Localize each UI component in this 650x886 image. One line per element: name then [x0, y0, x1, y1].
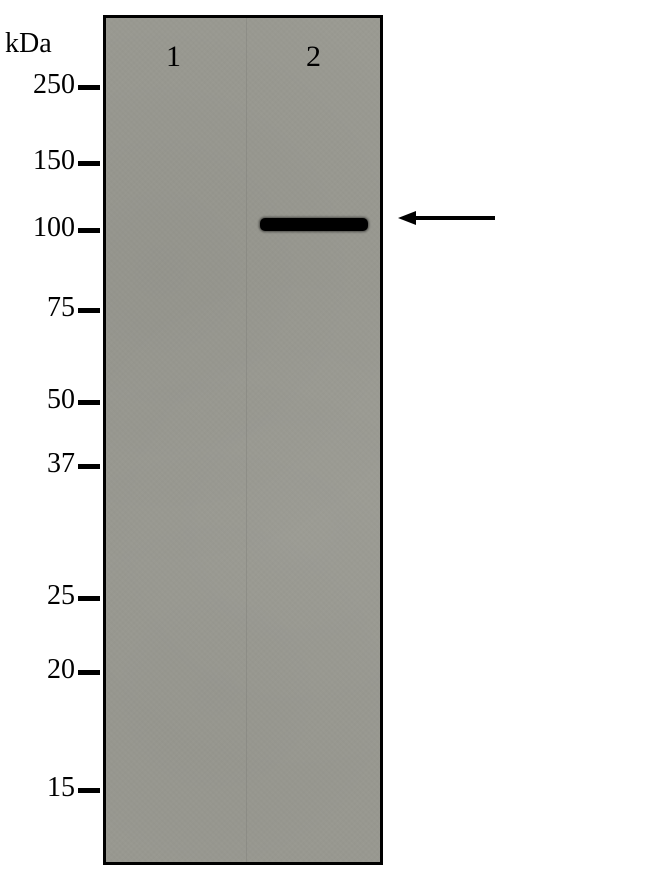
lane-divider — [246, 18, 247, 862]
tick-label-100: 100 — [0, 212, 75, 244]
arrow-head-icon — [398, 211, 416, 225]
tick-mark-20 — [78, 670, 100, 675]
western-blot-membrane: 1 2 — [103, 15, 383, 865]
tick-mark-75 — [78, 308, 100, 313]
tick-label-75: 75 — [0, 292, 75, 324]
membrane-background — [106, 18, 380, 862]
axis-unit-label: kDa — [5, 28, 52, 60]
tick-label-15: 15 — [0, 772, 75, 804]
tick-mark-100 — [78, 228, 100, 233]
tick-label-250: 250 — [0, 69, 75, 101]
tick-label-25: 25 — [0, 580, 75, 612]
arrow-shaft — [414, 216, 495, 220]
tick-mark-250 — [78, 85, 100, 90]
figure-container: kDa 250 150 100 75 50 37 25 20 15 1 2 — [0, 0, 650, 886]
tick-mark-37 — [78, 464, 100, 469]
tick-label-50: 50 — [0, 384, 75, 416]
tick-mark-50 — [78, 400, 100, 405]
tick-label-37: 37 — [0, 448, 75, 480]
tick-mark-15 — [78, 788, 100, 793]
tick-label-20: 20 — [0, 654, 75, 686]
tick-label-150: 150 — [0, 145, 75, 177]
tick-mark-150 — [78, 161, 100, 166]
lane-1-label: 1 — [166, 40, 181, 74]
tick-mark-25 — [78, 596, 100, 601]
lane-2-label: 2 — [306, 40, 321, 74]
band-lane-2 — [260, 218, 368, 231]
